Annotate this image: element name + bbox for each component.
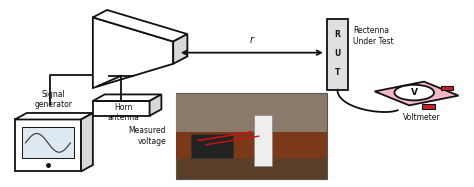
Text: Voltmeter: Voltmeter <box>402 113 440 122</box>
Text: V: V <box>411 88 418 97</box>
Polygon shape <box>93 17 173 88</box>
Polygon shape <box>93 94 161 101</box>
Bar <box>422 104 435 108</box>
Bar <box>175 94 327 132</box>
Polygon shape <box>93 101 150 116</box>
Text: Horn
antenna: Horn antenna <box>108 103 139 122</box>
Bar <box>254 115 273 166</box>
Polygon shape <box>22 127 74 158</box>
Bar <box>441 85 454 90</box>
Polygon shape <box>173 34 187 64</box>
Text: R: R <box>335 30 340 39</box>
Bar <box>191 134 233 157</box>
Text: T: T <box>335 68 340 77</box>
Polygon shape <box>93 10 187 42</box>
Polygon shape <box>15 119 81 171</box>
Text: r: r <box>250 35 254 45</box>
Bar <box>175 132 327 157</box>
Polygon shape <box>15 113 93 119</box>
Text: U: U <box>334 49 340 58</box>
Polygon shape <box>81 113 93 171</box>
Text: Signal
generator: Signal generator <box>35 90 73 109</box>
Polygon shape <box>375 82 458 105</box>
Text: Measured
voltage: Measured voltage <box>128 126 166 146</box>
Bar <box>327 19 348 90</box>
Text: Rectenna
Under Test: Rectenna Under Test <box>353 26 393 46</box>
Polygon shape <box>150 94 161 116</box>
Circle shape <box>394 85 434 100</box>
Bar <box>175 94 327 179</box>
